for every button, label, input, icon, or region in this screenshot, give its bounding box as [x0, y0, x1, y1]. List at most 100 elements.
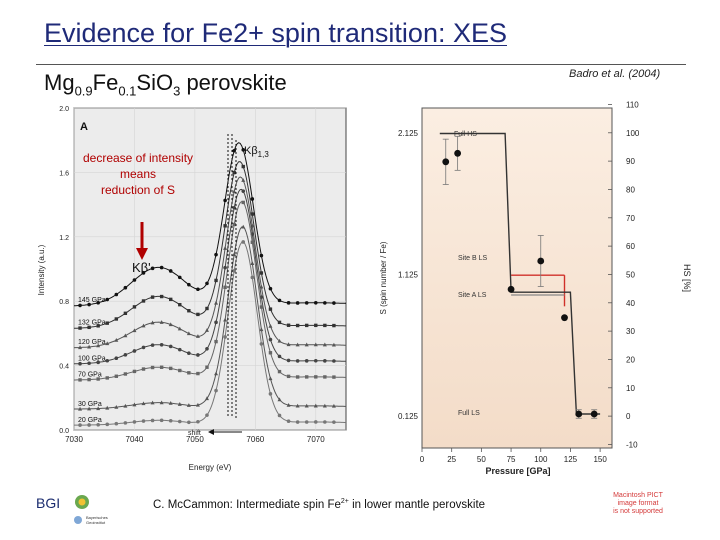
spectrum-point — [87, 344, 92, 349]
citation: Badro et al. (2004) — [569, 68, 661, 80]
spectrum-point — [78, 326, 82, 330]
spectrum-point — [159, 294, 164, 299]
shift-label: shift — [188, 430, 201, 437]
b-x-tick: 0 — [420, 455, 425, 464]
spectrum-point — [322, 342, 327, 347]
spectrum-point — [286, 358, 291, 363]
stamp-line-2: image format — [618, 500, 659, 507]
spectrum-point — [168, 418, 173, 423]
spectrum-point — [159, 365, 164, 369]
b-x-tick: 125 — [564, 455, 578, 464]
b-right-tick: 40 — [626, 299, 635, 308]
spectrum-point — [268, 323, 273, 328]
spectrum-point — [250, 275, 255, 280]
spectrum-point — [286, 419, 291, 423]
spectrum-point — [78, 406, 83, 411]
annotation-line-2: means — [120, 167, 156, 181]
spectrum-point — [268, 376, 273, 381]
spectra-curves — [73, 142, 347, 427]
a-x-tick: 7050 — [186, 435, 204, 444]
spectrum-point — [286, 323, 291, 327]
spectrum-point — [232, 170, 236, 175]
y-axis-label: Intensity (a.u.) — [37, 244, 46, 295]
spectrum-point — [214, 300, 219, 305]
spectrum-point — [150, 365, 155, 370]
spectrum-point — [78, 378, 82, 382]
b-right-tick: 50 — [626, 270, 635, 279]
stamp-line-1: Macintosh PICT — [613, 492, 664, 499]
spectrum-point — [177, 326, 182, 331]
spectrum-point — [178, 368, 182, 373]
spectrum-point — [123, 372, 128, 376]
b-y-axis-right-label: HS [%] — [682, 264, 692, 292]
spectrum-point — [259, 305, 264, 309]
y-tick-labels: 0.0 0.4 0.8 1.2 1.6 2.0 — [59, 106, 69, 435]
subtitle: Mg0.9Fe0.1SiO3 perovskite — [44, 70, 287, 98]
spectrum-point — [277, 369, 282, 374]
b-x-tick: 75 — [507, 455, 516, 464]
spectrum-point — [177, 419, 182, 424]
data-point — [575, 410, 583, 418]
spectrum-point — [268, 286, 273, 291]
spectrum-point — [232, 149, 236, 153]
b-x-tick: 25 — [447, 455, 456, 464]
data-point — [590, 410, 598, 418]
spectrum-point — [214, 278, 218, 283]
spectrum-point — [214, 320, 218, 325]
spectrum-point — [159, 400, 164, 405]
subtitle-mg: Mg — [44, 70, 75, 95]
bgi-logo-icon-center — [78, 498, 86, 506]
spectrum-point — [141, 419, 146, 423]
data-point — [507, 285, 515, 293]
b-right-tick: 60 — [626, 242, 635, 251]
subtitle-si: SiO — [136, 70, 174, 95]
spectrum-point — [196, 312, 200, 317]
spectrum-point — [205, 413, 209, 417]
spectrum-point — [159, 265, 164, 270]
spectrum-point — [332, 359, 336, 363]
spectrum-point — [232, 269, 236, 273]
spectrum-point — [177, 347, 182, 352]
spectrum-point — [168, 269, 173, 273]
spectrum-point — [78, 303, 82, 308]
title-divider — [36, 64, 686, 65]
spectrum-point — [314, 375, 318, 379]
spectrum-point — [331, 342, 336, 347]
spectrum-point — [141, 345, 146, 350]
spectrum-point — [105, 358, 110, 363]
spectrum-point — [295, 420, 300, 424]
spectrum-point — [323, 420, 327, 424]
spectrum-point — [250, 212, 255, 216]
spectrum-point — [169, 297, 173, 302]
b-right-tick: 30 — [626, 327, 635, 336]
spectrum-point — [205, 306, 209, 311]
spectrum-point — [232, 189, 237, 194]
spectrum-point — [87, 361, 91, 366]
spectrum-point — [96, 343, 101, 348]
spectrum-point — [205, 281, 209, 286]
pressure-label: 120 GPa — [78, 339, 106, 346]
spectrum-point — [323, 375, 327, 379]
spectrum-point — [150, 266, 155, 271]
partner-logo-icon — [74, 516, 82, 524]
spectrum-point — [177, 275, 182, 280]
spectrum-point — [96, 406, 101, 411]
spectrum-point — [105, 321, 109, 325]
spectrum-point — [295, 342, 300, 347]
spectrum-point — [295, 375, 300, 379]
spectrum-point — [96, 300, 100, 305]
peak-main-text: Kβ — [244, 145, 258, 157]
spectrum-point — [259, 253, 264, 258]
spectrum-point — [304, 342, 309, 347]
spectrum-point — [169, 366, 173, 371]
spectrum-point — [223, 285, 227, 289]
spectrum-132-gpa — [74, 161, 346, 330]
spectrum-point — [277, 320, 282, 325]
spectrum-point — [150, 343, 155, 347]
spectrum-line — [74, 241, 346, 426]
spectrum-point — [159, 320, 164, 324]
spectrum-point — [123, 285, 128, 290]
spectrum-point — [168, 344, 173, 349]
a-y-tick: 0.0 — [59, 428, 69, 435]
